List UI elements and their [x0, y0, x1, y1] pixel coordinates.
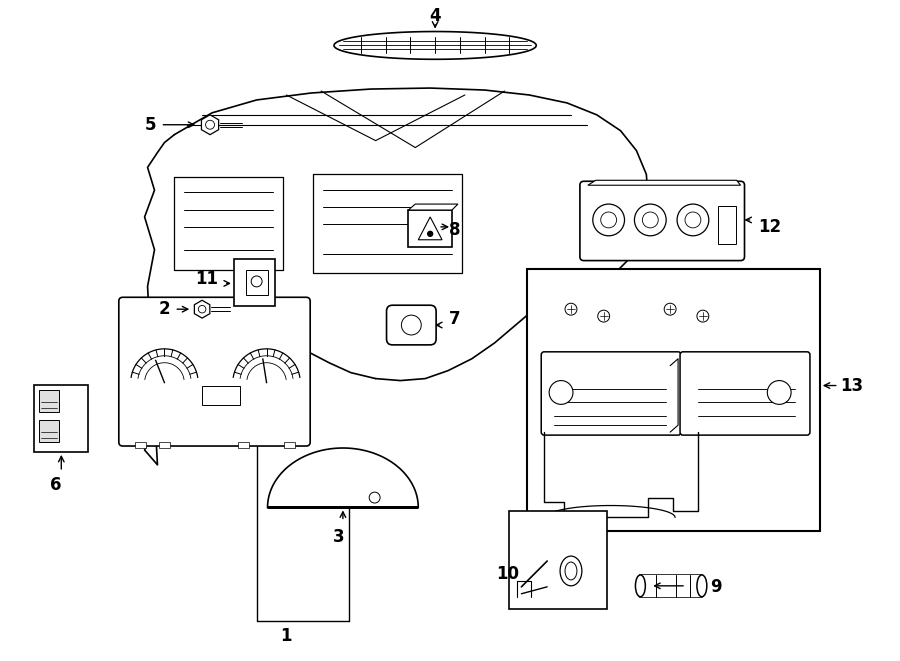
Bar — [284, 442, 295, 448]
Ellipse shape — [565, 562, 577, 580]
Text: 8: 8 — [449, 221, 461, 239]
Text: 5: 5 — [145, 116, 157, 134]
Bar — [527, 268, 820, 531]
Text: 12: 12 — [758, 218, 781, 236]
Circle shape — [251, 276, 262, 287]
Bar — [641, 575, 702, 597]
Polygon shape — [334, 32, 536, 59]
Circle shape — [685, 212, 701, 228]
Bar — [202, 385, 239, 405]
Circle shape — [634, 204, 666, 236]
Bar — [135, 442, 146, 448]
Text: 10: 10 — [496, 565, 519, 583]
Text: 3: 3 — [333, 528, 345, 546]
Circle shape — [768, 381, 791, 405]
FancyBboxPatch shape — [680, 352, 810, 435]
Circle shape — [598, 310, 609, 322]
Polygon shape — [409, 204, 458, 210]
Bar — [40, 391, 59, 412]
Bar — [40, 420, 59, 442]
Text: 9: 9 — [710, 578, 722, 596]
Text: 7: 7 — [449, 310, 461, 328]
Circle shape — [565, 303, 577, 315]
Bar — [509, 512, 607, 609]
Text: 2: 2 — [158, 300, 170, 318]
Ellipse shape — [560, 556, 582, 586]
Circle shape — [697, 310, 709, 322]
Circle shape — [600, 212, 617, 228]
Circle shape — [643, 212, 658, 228]
Ellipse shape — [697, 575, 706, 597]
Polygon shape — [409, 210, 452, 247]
Ellipse shape — [635, 575, 645, 597]
Text: 6: 6 — [50, 476, 61, 494]
Text: 1: 1 — [281, 627, 292, 645]
FancyBboxPatch shape — [119, 297, 310, 446]
FancyBboxPatch shape — [580, 181, 744, 260]
Bar — [33, 385, 88, 452]
Bar — [641, 575, 702, 597]
Text: 4: 4 — [429, 7, 441, 24]
Polygon shape — [418, 217, 442, 240]
Polygon shape — [588, 180, 741, 185]
Text: 11: 11 — [195, 270, 219, 288]
Polygon shape — [267, 448, 419, 508]
Circle shape — [677, 204, 709, 236]
Polygon shape — [194, 300, 210, 318]
Bar — [717, 206, 735, 244]
Circle shape — [549, 381, 573, 405]
FancyBboxPatch shape — [541, 352, 681, 435]
Circle shape — [205, 120, 214, 129]
Bar — [159, 442, 170, 448]
Bar — [234, 258, 275, 306]
Circle shape — [428, 231, 433, 236]
Circle shape — [593, 204, 625, 236]
Text: 13: 13 — [840, 377, 863, 395]
Bar — [246, 270, 267, 295]
Bar — [238, 442, 249, 448]
FancyBboxPatch shape — [386, 305, 436, 345]
Circle shape — [369, 492, 380, 503]
Circle shape — [664, 303, 676, 315]
Polygon shape — [202, 115, 219, 135]
Circle shape — [401, 315, 421, 335]
Circle shape — [198, 305, 206, 313]
